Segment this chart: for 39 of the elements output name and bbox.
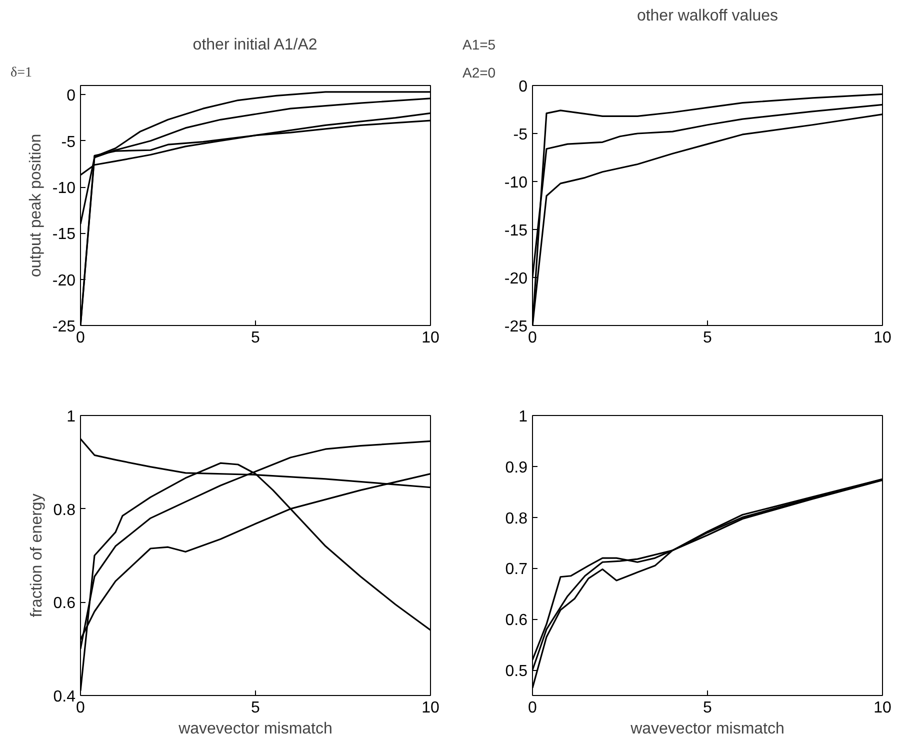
y-tick-label: 0 xyxy=(518,78,528,96)
y-tick-label: -10 xyxy=(52,180,76,198)
y-tick-label: 0.8 xyxy=(505,510,528,528)
y-tick-label: 0.6 xyxy=(505,612,528,630)
y-tick-label: -15 xyxy=(504,222,528,240)
y-tick-label: -15 xyxy=(52,226,76,244)
y-tick-label: 0.6 xyxy=(53,595,76,612)
chart-title: other walkoff values xyxy=(636,8,778,24)
y-tick-label: 0.7 xyxy=(505,561,528,578)
x-axis-title: wavevector mismatch xyxy=(630,720,784,738)
x-tick-label: 5 xyxy=(703,330,712,346)
y-tick-label: 1 xyxy=(66,408,76,426)
x-axis-title: wavevector mismatch xyxy=(178,720,332,738)
y-tick-label: -5 xyxy=(513,126,528,144)
x-tick-label: 5 xyxy=(251,700,260,716)
y-tick-label: 1 xyxy=(518,408,528,426)
x-tick-label: 10 xyxy=(874,700,892,716)
text: δ=1 xyxy=(10,66,32,80)
x-tick-label: 5 xyxy=(703,700,712,716)
y-tick-label: -20 xyxy=(504,270,528,288)
y-tick-label: 0.8 xyxy=(53,502,76,519)
y-tick-label: 0.9 xyxy=(505,459,528,476)
y-tick-label: -25 xyxy=(52,318,76,336)
text: A2=0 xyxy=(462,64,496,80)
y-tick-label: -10 xyxy=(504,174,528,192)
y-tick-label: 0 xyxy=(66,88,76,105)
y-tick-label: -5 xyxy=(61,134,76,151)
y-tick-label: 0.5 xyxy=(505,663,528,680)
chart-title: other initial A1/A2 xyxy=(192,36,318,54)
x-tick-label: 10 xyxy=(422,700,440,716)
y-tick-label: -25 xyxy=(504,318,528,336)
y-tick-label: 0.4 xyxy=(53,688,76,706)
y-axis-title: fraction of energy xyxy=(28,494,46,618)
y-axis-title: output peak position xyxy=(27,134,44,278)
x-tick-label: 10 xyxy=(874,330,892,346)
y-tick-label: -20 xyxy=(52,272,76,290)
text: A1=5 xyxy=(462,36,496,52)
x-tick-label: 5 xyxy=(251,330,260,346)
x-tick-label: 10 xyxy=(422,330,440,346)
